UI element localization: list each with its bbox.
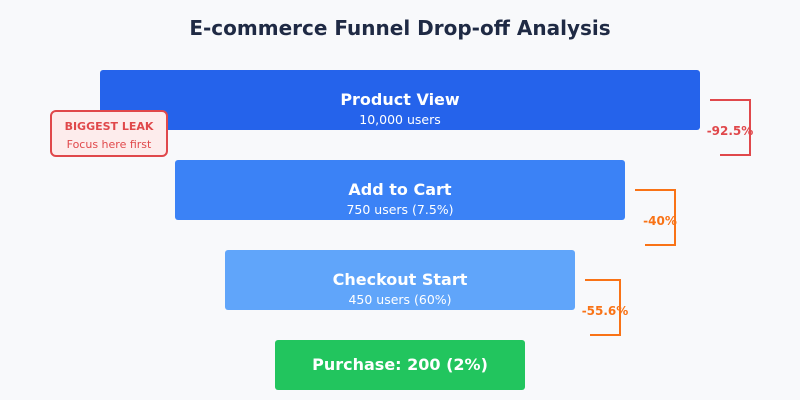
stage-count: 10,000 users bbox=[359, 112, 441, 127]
callout-title: BIGGEST LEAK bbox=[64, 120, 154, 133]
drop-label: -55.6% bbox=[582, 304, 629, 318]
stage-label: Add to Cart bbox=[348, 180, 452, 199]
drop-label: -40% bbox=[643, 214, 677, 228]
stage-label: Product View bbox=[340, 90, 460, 109]
funnel-stage-purchase: Purchase: 200 (2%) bbox=[275, 340, 525, 390]
stage-count: 450 users (60%) bbox=[348, 292, 452, 307]
callout-subtitle: Focus here first bbox=[66, 138, 152, 151]
stage-label: Checkout Start bbox=[332, 270, 468, 289]
funnel-stage-checkout-start: Checkout Start 450 users (60%) bbox=[225, 250, 575, 310]
drop-bracket bbox=[585, 279, 621, 336]
funnel-stage-product-view: Product View 10,000 users bbox=[100, 70, 700, 130]
biggest-leak-callout: BIGGEST LEAK Focus here first bbox=[50, 110, 168, 157]
stage-label: Purchase: 200 (2%) bbox=[312, 355, 488, 374]
page-title: E-commerce Funnel Drop-off Analysis bbox=[189, 16, 611, 40]
drop-bracket bbox=[635, 189, 676, 246]
stage-count: 750 users (7.5%) bbox=[346, 202, 454, 217]
funnel-stage-add-to-cart: Add to Cart 750 users (7.5%) bbox=[175, 160, 625, 220]
drop-bracket bbox=[710, 99, 751, 156]
drop-label: -92.5% bbox=[707, 124, 754, 138]
